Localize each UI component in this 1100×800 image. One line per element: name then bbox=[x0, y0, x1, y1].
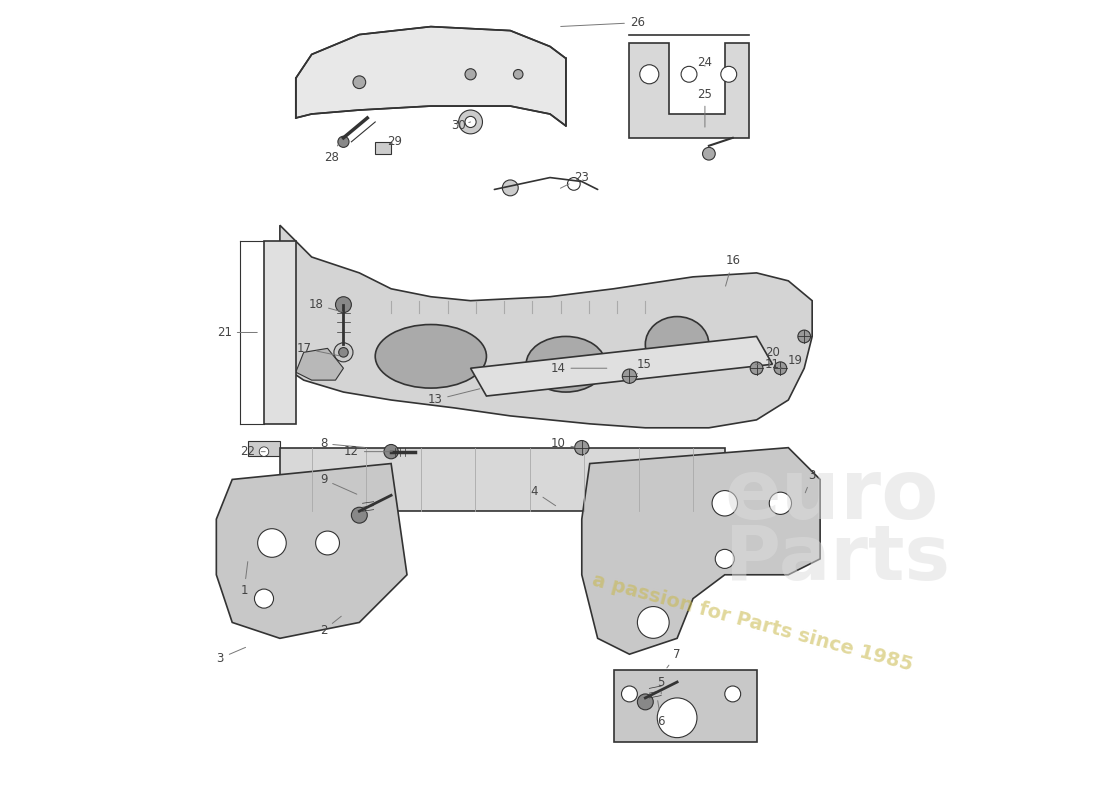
Polygon shape bbox=[279, 448, 725, 511]
Polygon shape bbox=[375, 142, 392, 154]
Text: 16: 16 bbox=[725, 254, 740, 286]
Circle shape bbox=[658, 698, 697, 738]
Text: a passion for Parts since 1985: a passion for Parts since 1985 bbox=[590, 570, 914, 674]
Text: 5: 5 bbox=[658, 675, 664, 694]
Text: 17: 17 bbox=[296, 342, 339, 356]
Polygon shape bbox=[614, 670, 757, 742]
Circle shape bbox=[637, 694, 653, 710]
Circle shape bbox=[353, 76, 365, 89]
Circle shape bbox=[621, 686, 637, 702]
Circle shape bbox=[798, 330, 811, 342]
Polygon shape bbox=[471, 337, 772, 396]
Text: 15: 15 bbox=[636, 358, 651, 374]
Text: 29: 29 bbox=[387, 135, 403, 148]
Polygon shape bbox=[629, 42, 749, 138]
Text: 7: 7 bbox=[667, 648, 681, 668]
Text: 23: 23 bbox=[560, 171, 590, 188]
Circle shape bbox=[260, 447, 268, 457]
Circle shape bbox=[336, 297, 351, 313]
Polygon shape bbox=[272, 226, 812, 428]
Polygon shape bbox=[217, 463, 407, 638]
Text: euro: euro bbox=[725, 455, 939, 536]
Circle shape bbox=[465, 116, 476, 127]
Text: 10: 10 bbox=[550, 437, 575, 450]
Circle shape bbox=[712, 490, 737, 516]
Text: 21: 21 bbox=[217, 326, 257, 339]
Circle shape bbox=[720, 66, 737, 82]
Circle shape bbox=[681, 66, 697, 82]
Circle shape bbox=[465, 69, 476, 80]
Circle shape bbox=[316, 531, 340, 555]
Circle shape bbox=[715, 550, 735, 569]
Circle shape bbox=[351, 507, 367, 523]
Circle shape bbox=[339, 347, 349, 357]
Circle shape bbox=[459, 110, 483, 134]
Text: 11: 11 bbox=[756, 358, 780, 370]
Circle shape bbox=[574, 441, 589, 455]
Circle shape bbox=[637, 606, 669, 638]
Circle shape bbox=[514, 70, 522, 79]
Text: 25: 25 bbox=[697, 88, 713, 127]
Polygon shape bbox=[582, 448, 821, 654]
Circle shape bbox=[334, 342, 353, 362]
Text: 24: 24 bbox=[697, 56, 713, 69]
Text: 28: 28 bbox=[324, 144, 339, 164]
Circle shape bbox=[568, 178, 580, 190]
Circle shape bbox=[623, 369, 637, 383]
Text: 2: 2 bbox=[320, 616, 341, 637]
Text: 12: 12 bbox=[344, 445, 393, 458]
Bar bbox=[249, 442, 279, 456]
Text: 3: 3 bbox=[805, 469, 816, 493]
Circle shape bbox=[774, 362, 786, 374]
Text: 20: 20 bbox=[764, 346, 780, 366]
Text: 18: 18 bbox=[308, 298, 342, 312]
Ellipse shape bbox=[646, 317, 708, 372]
Text: 1: 1 bbox=[241, 562, 248, 597]
Text: 19: 19 bbox=[780, 354, 802, 368]
Circle shape bbox=[750, 362, 763, 374]
Text: Parts: Parts bbox=[725, 522, 949, 596]
Polygon shape bbox=[296, 348, 343, 380]
Circle shape bbox=[503, 180, 518, 196]
Circle shape bbox=[338, 136, 349, 147]
Circle shape bbox=[769, 492, 792, 514]
Ellipse shape bbox=[375, 325, 486, 388]
Polygon shape bbox=[296, 26, 565, 126]
Circle shape bbox=[384, 445, 398, 458]
Circle shape bbox=[257, 529, 286, 558]
Circle shape bbox=[254, 589, 274, 608]
Text: 9: 9 bbox=[320, 473, 356, 494]
Text: 14: 14 bbox=[550, 362, 607, 374]
Text: 3: 3 bbox=[217, 647, 245, 665]
Text: 6: 6 bbox=[658, 701, 666, 728]
Circle shape bbox=[640, 65, 659, 84]
Circle shape bbox=[725, 686, 740, 702]
Text: 30: 30 bbox=[451, 119, 471, 133]
Text: 26: 26 bbox=[561, 16, 645, 29]
Polygon shape bbox=[264, 241, 296, 424]
Circle shape bbox=[703, 147, 715, 160]
Text: 22: 22 bbox=[241, 445, 265, 458]
Text: 8: 8 bbox=[320, 437, 364, 450]
Text: 4: 4 bbox=[530, 485, 556, 506]
Text: 13: 13 bbox=[428, 389, 480, 406]
Ellipse shape bbox=[526, 337, 606, 392]
